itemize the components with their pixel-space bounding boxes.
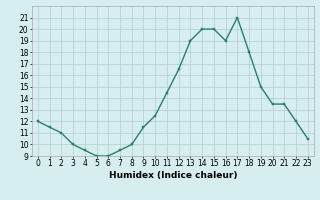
X-axis label: Humidex (Indice chaleur): Humidex (Indice chaleur) bbox=[108, 171, 237, 180]
